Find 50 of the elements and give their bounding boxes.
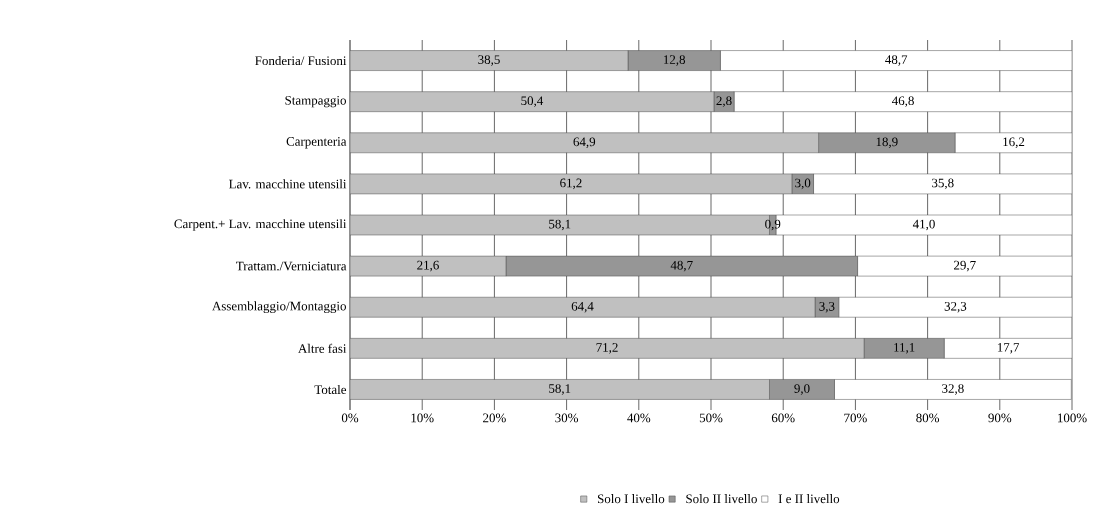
data-label: 48,7: [670, 260, 693, 272]
data-label: 58,1: [549, 384, 571, 395]
legend-label: Solo II livello: [686, 494, 757, 504]
y-tick-label: Trattam./Verniciatura: [236, 261, 347, 271]
x-tick-label: 10%: [411, 413, 434, 423]
data-label: 0,9: [765, 219, 781, 231]
data-label: 21,6: [417, 260, 439, 272]
data-label: 9,0: [794, 384, 810, 395]
data-label: 35,8: [932, 178, 954, 190]
data-label: 46,8: [891, 96, 914, 107]
data-label: 32,3: [944, 301, 967, 313]
x-tick-label: 50%: [699, 413, 723, 423]
y-tick-label: Stampaggio: [285, 95, 346, 108]
y-tick-label: Assemblaggio/Montaggio: [212, 301, 346, 314]
y-tick-label: Carpenteria: [286, 137, 347, 149]
data-label: 61,2: [560, 178, 582, 190]
data-label: 48,7: [885, 55, 908, 66]
x-tick-label: 20%: [483, 413, 506, 423]
legend-label: Solo I livello: [597, 494, 665, 504]
legend-label: I e II livello: [778, 494, 840, 504]
data-label: 17,7: [997, 343, 1020, 354]
data-label: 50,4: [521, 96, 544, 107]
data-label: 3,3: [819, 301, 835, 313]
y-tick-label: Carpent.+ Lav. macchine utensili: [174, 219, 347, 231]
data-label: 71,2: [596, 343, 618, 354]
data-label: 11,1: [894, 343, 915, 354]
data-label: 32,8: [942, 384, 964, 395]
x-tick-label: 70%: [844, 413, 867, 423]
x-tick-label: 80%: [916, 413, 940, 423]
y-tick-label: Fonderia/ Fusioni: [255, 56, 347, 66]
y-tick-label: Totale: [314, 384, 347, 394]
data-label: 2,8: [716, 96, 732, 107]
data-label: 41,0: [912, 219, 935, 231]
data-label: 64,9: [573, 137, 596, 149]
data-label: 3,0: [795, 178, 811, 190]
data-label: 12,8: [664, 55, 686, 66]
data-label: 38,5: [478, 55, 500, 66]
x-tick-label: 0%: [341, 413, 359, 423]
y-tick-label: Altre fasi: [298, 343, 347, 353]
x-tick-label: 40%: [627, 413, 651, 423]
x-tick-label: 100%: [1058, 413, 1087, 423]
data-label: 16,2: [1003, 137, 1025, 149]
x-tick-label: 30%: [555, 413, 579, 423]
data-label: 64,4: [571, 301, 594, 313]
x-tick-label: 60%: [771, 413, 795, 423]
data-label: 29,7: [954, 260, 976, 272]
data-label: 18,9: [876, 137, 898, 149]
data-label: 58,1: [549, 219, 571, 231]
y-tick-label: Lav. macchine utensili: [229, 179, 347, 189]
x-tick-label: 90%: [988, 413, 1012, 423]
